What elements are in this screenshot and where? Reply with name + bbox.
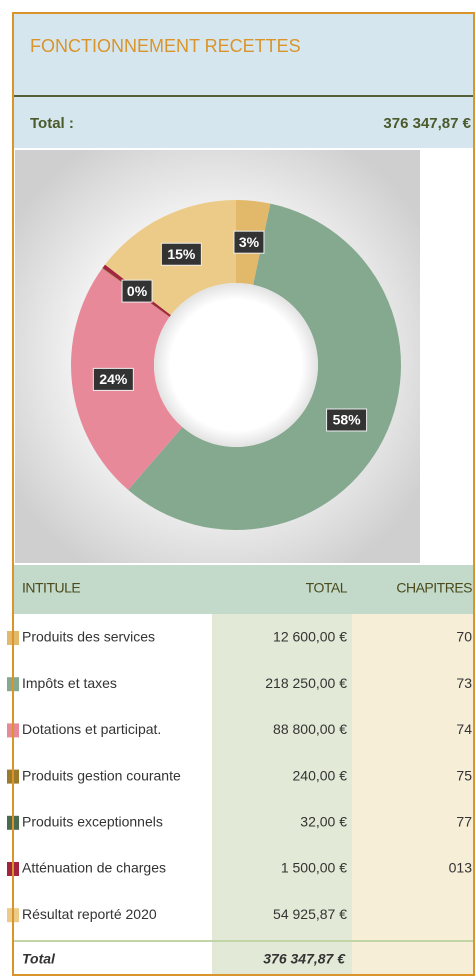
data-label-box [326, 408, 368, 432]
table-cell: 013 [449, 860, 473, 876]
table-cell: 75 [456, 767, 472, 783]
table: INTITULE TOTAL CHAPITRES Produits des servi… [7, 580, 473, 967]
data-label: 0% [121, 279, 153, 303]
chapitre-column-bg [352, 614, 474, 940]
table-header-bg [14, 565, 474, 614]
total-label: Total : [30, 115, 74, 132]
table-cell: 70 [456, 629, 472, 645]
data-label: 58% [326, 408, 368, 432]
table-cell: 1 500,00 € [281, 860, 347, 876]
table-cell: 218 250,00 € [265, 675, 347, 691]
table-cell: Impôts et taxes [22, 675, 117, 691]
table-cell: Produits gestion courante [22, 767, 181, 783]
donut-slice [128, 203, 402, 531]
data-label: 24% [92, 367, 134, 391]
total-column-bg [212, 614, 352, 940]
table-cell: 74 [456, 721, 472, 737]
total-band [14, 97, 474, 148]
data-label: 15% [160, 242, 202, 266]
data-label-box [160, 242, 202, 266]
total-column-bg [212, 942, 352, 975]
data-label-text: 58% [333, 412, 362, 428]
data-label-text: 3% [239, 234, 260, 250]
table-cell: 77 [456, 814, 472, 830]
data-label-text: 24% [99, 371, 128, 387]
table-cell: 88 800,00 € [273, 721, 347, 737]
data-label-box [92, 367, 134, 391]
table-cell: 240,00 € [293, 767, 348, 783]
chapitre-column-bg [352, 942, 474, 975]
total-cell: 376 347,87 € [263, 951, 346, 967]
data-label-text: 0% [127, 283, 148, 299]
data-label: 3% [233, 230, 265, 254]
data-label-box [233, 230, 265, 254]
table-cell: 32,00 € [300, 814, 347, 830]
table-cell: 12 600,00 € [273, 629, 347, 645]
data-label-text: 15% [167, 246, 196, 262]
table-cell: Atténuation de charges [22, 860, 166, 876]
table-cell: Dotations et participat. [22, 721, 161, 737]
column-header: INTITULE [22, 580, 80, 596]
column-header: CHAPITRES [396, 580, 472, 596]
table-cell: Résultat reporté 2020 [22, 906, 157, 922]
donut-labels: 3% 58% 24% 0% 15% [92, 230, 368, 432]
title: FONCTIONNEMENT RECETTES [30, 36, 301, 56]
panel-border [12, 12, 475, 976]
table-cell: 54 925,87 € [273, 906, 347, 922]
column-header: TOTAL [306, 580, 348, 596]
total-value: 376 347,87 € [383, 115, 471, 132]
donut-hole [154, 283, 318, 447]
total-cell: Total [22, 951, 56, 967]
table-cell: 73 [456, 675, 472, 691]
header-band [14, 14, 474, 96]
table-cell: Produits des services [22, 629, 155, 645]
data-label-box [121, 279, 153, 303]
table-cell: Produits exceptionnels [22, 814, 163, 830]
